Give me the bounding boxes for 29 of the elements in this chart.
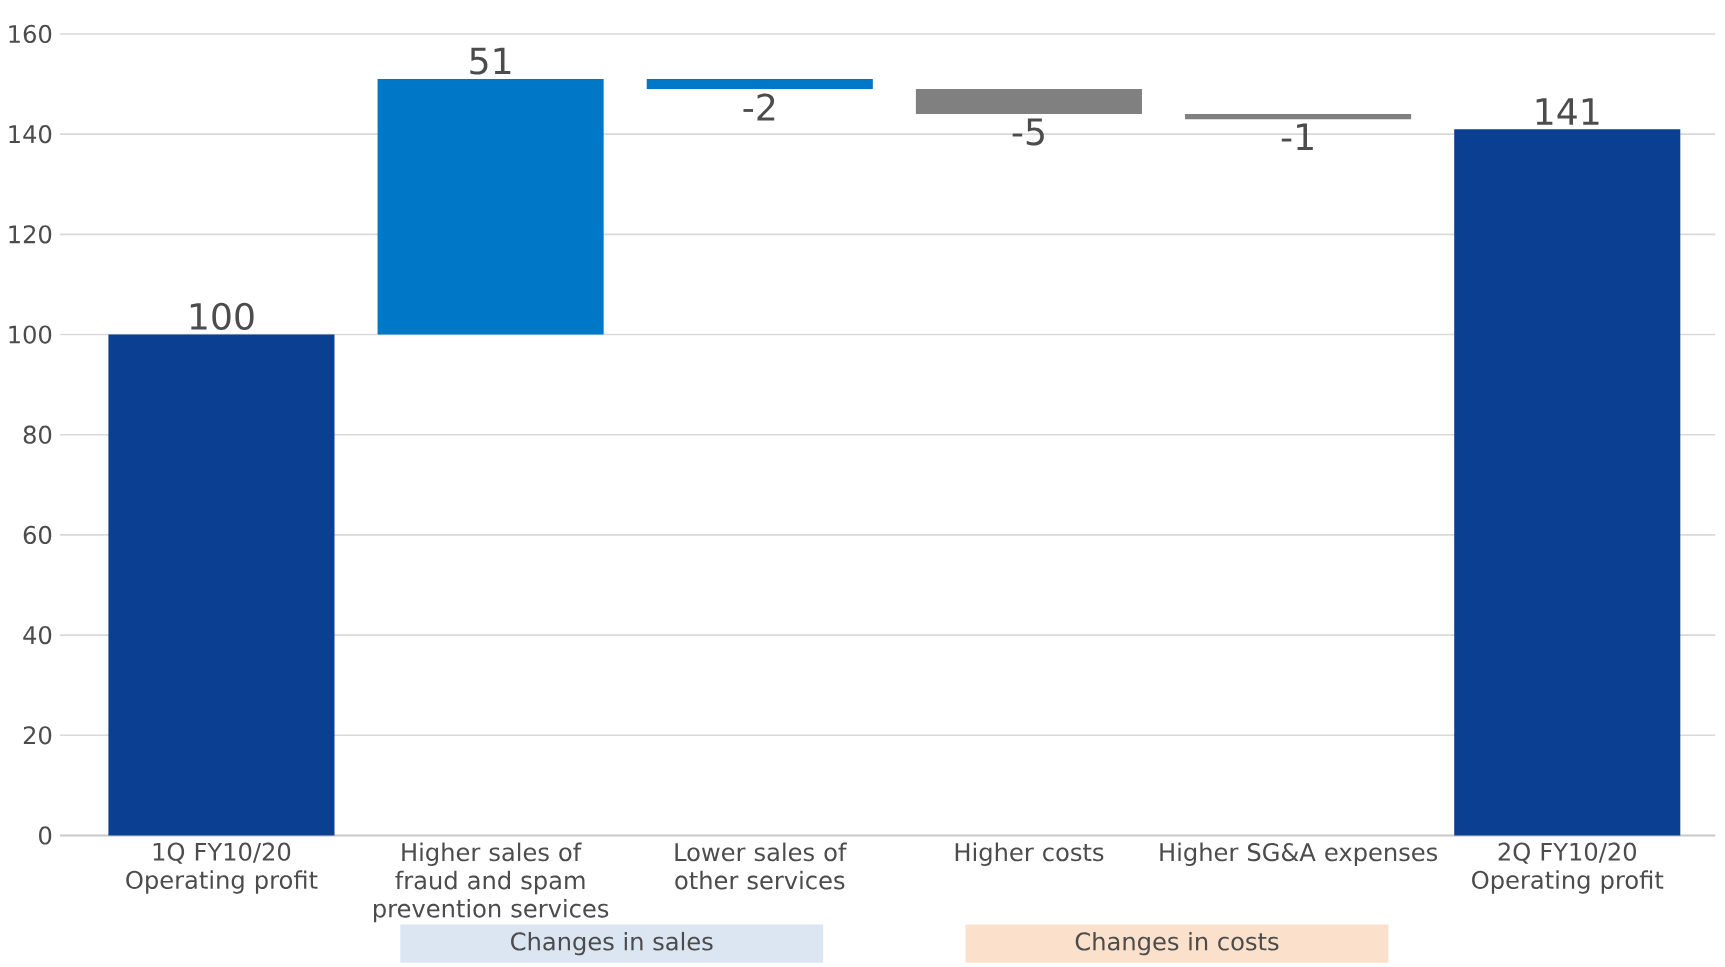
- bar: [377, 79, 604, 335]
- bar: [646, 79, 873, 90]
- data-label: 100: [190, 302, 254, 331]
- y-tick-label: 140: [9, 125, 52, 144]
- text: Changes in sales: [511, 932, 713, 956]
- bar: [915, 89, 1142, 115]
- x-tick-label: Higher SG&A expenses: [1160, 842, 1438, 867]
- y-tick-label: 40: [23, 626, 52, 645]
- y-tick-label: 80: [23, 425, 52, 444]
- data-label: -1: [1281, 123, 1313, 151]
- x-tick-label: Higher costs: [955, 842, 1104, 867]
- y-tick-label: 120: [9, 225, 52, 244]
- x-tick-label: 2Q FY10/20 Operating profit: [1472, 842, 1664, 894]
- x-tick-label: 1Q FY10/20 Operating profit: [126, 842, 318, 894]
- bar: [1185, 114, 1412, 120]
- data-label: -2: [743, 93, 775, 121]
- y-tick-label: 60: [23, 525, 52, 545]
- y-tick-label: 20: [23, 726, 52, 745]
- x-tick-label: Lower sales of other services: [675, 842, 847, 890]
- y-tick-label: 100: [9, 325, 52, 344]
- text: Changes in costs: [1075, 932, 1279, 956]
- bar: [108, 334, 335, 836]
- x-tick-label: Higher sales of fraud and spam prevention services: [374, 842, 609, 923]
- data-label: 141: [1536, 98, 1599, 125]
- bar: [1454, 129, 1681, 836]
- y-tick-label: 160: [9, 24, 52, 44]
- y-tick-label: 0: [39, 826, 52, 845]
- data-label: 51: [470, 47, 511, 75]
- data-label: -5: [1012, 118, 1044, 146]
